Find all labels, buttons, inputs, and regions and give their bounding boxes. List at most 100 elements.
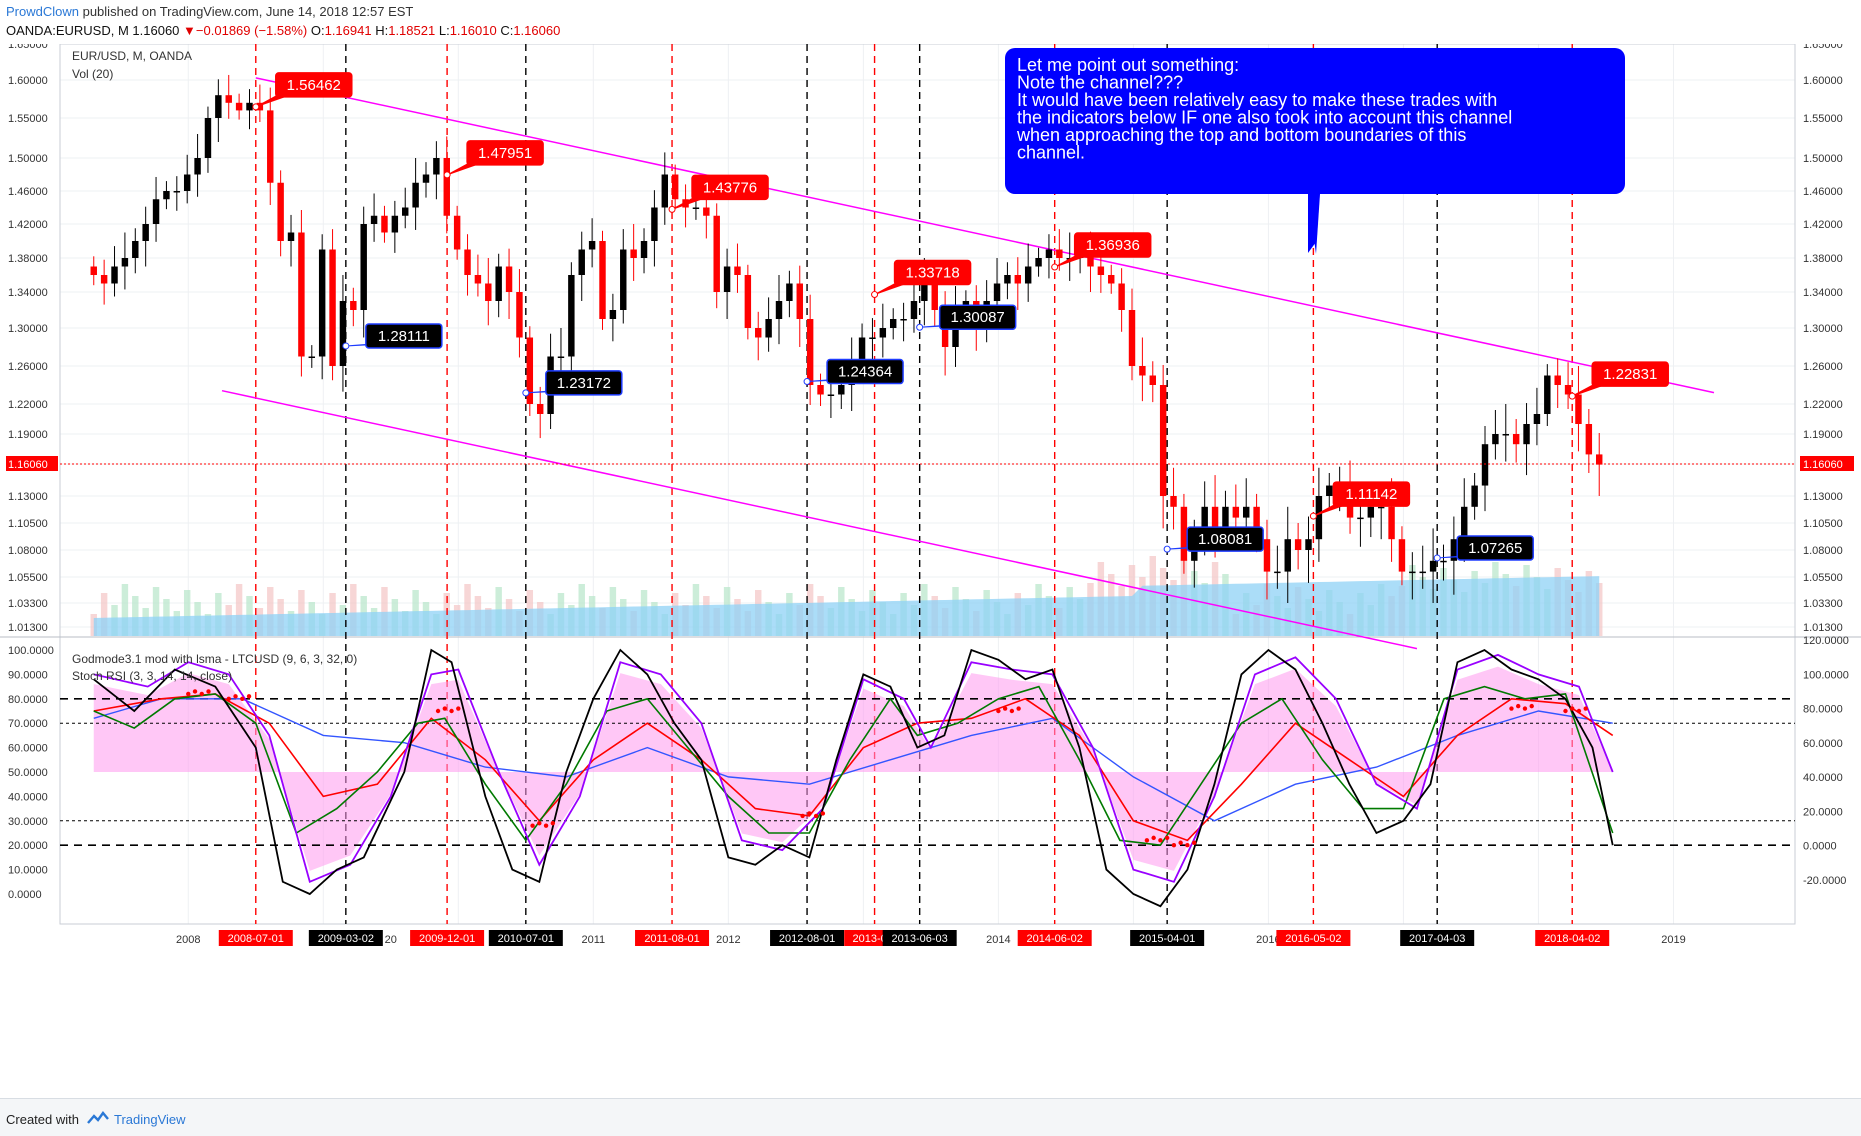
candle-body xyxy=(1087,249,1094,267)
price-chart[interactable]: 1.56462 1.28111 1.47951 1.23172 1.43776 1.243… xyxy=(0,44,1861,1098)
candle-body xyxy=(1429,560,1437,572)
candle-body xyxy=(495,266,502,301)
signal-dot xyxy=(226,696,231,701)
candle-body xyxy=(786,283,793,301)
candle-body xyxy=(287,232,295,241)
candle-body xyxy=(318,249,326,357)
tradingview-logo-icon xyxy=(87,1111,109,1124)
date-tag-bg xyxy=(218,930,293,946)
price-tick-label-left: 1.46000 xyxy=(8,186,48,198)
candle-body xyxy=(661,174,669,208)
candle-body xyxy=(391,215,399,233)
oscillator-tick-left: 20.0000 xyxy=(8,840,48,852)
candle-body xyxy=(1149,375,1156,385)
candle-body xyxy=(204,118,212,158)
chart-header: ProwdClown published on TradingView.com,… xyxy=(0,0,1861,44)
callout-box xyxy=(938,304,1017,330)
callout-box xyxy=(545,370,623,396)
date-tag-label: 2012-08-01 xyxy=(779,933,835,945)
candle-body xyxy=(152,199,160,224)
candle-body xyxy=(838,385,845,395)
candle-body xyxy=(1014,275,1022,284)
x-year-label: 2012 xyxy=(716,934,740,946)
ohlc-line: OANDA:EURUSD, M 1.16060 ▼−0.01869 (−1.58… xyxy=(6,23,560,38)
price-tick-label-left: 1.26000 xyxy=(8,361,48,373)
candle-body xyxy=(308,356,316,358)
annotation-bubble xyxy=(1005,48,1625,194)
x-year-label: 2011 xyxy=(581,934,605,946)
signal-dot xyxy=(192,689,198,694)
price-tick-label-left: 1.22000 xyxy=(8,399,48,411)
signal-dot xyxy=(1009,708,1015,714)
volume-ma-area xyxy=(93,576,1600,636)
candle-body xyxy=(90,266,97,275)
change-value: −0.01869 (−1.58%) xyxy=(195,23,308,38)
oscillator-tick-left: 90.0000 xyxy=(8,669,48,681)
candle-body xyxy=(755,328,762,338)
signal-dot xyxy=(233,694,238,699)
candle-body xyxy=(578,249,585,275)
candle-body xyxy=(609,310,617,319)
candle-body xyxy=(568,275,575,357)
callout-label: 1.08081 xyxy=(1198,531,1252,548)
candle-body xyxy=(173,191,181,193)
date-tag-label: 2014-06-02 xyxy=(1027,933,1083,945)
price-tick-label-left: 1.55000 xyxy=(8,113,48,125)
candle-body xyxy=(993,283,1001,301)
published-text: published on TradingView.com, June 14, 2… xyxy=(78,4,414,19)
signal-dot xyxy=(435,708,441,714)
author-link[interactable]: ProwdClown xyxy=(6,4,79,19)
callout-anchor-dot xyxy=(252,103,260,111)
price-tick-label-left: 1.38000 xyxy=(8,253,48,265)
date-tag-bg xyxy=(882,930,957,946)
signal-dot xyxy=(206,689,211,694)
oscillator-tick-right: -20.0000 xyxy=(1803,875,1846,887)
candle-body xyxy=(910,301,918,319)
signal-dot xyxy=(449,708,454,714)
candle-body xyxy=(1502,434,1509,436)
candle-body xyxy=(640,241,648,258)
tradingview-link[interactable]: TradingView xyxy=(114,1112,186,1127)
candle-body xyxy=(1419,571,1426,574)
annotation-line: Let me point out something: xyxy=(1017,55,1239,75)
oscillator-tick-right: 80.0000 xyxy=(1803,704,1843,716)
price-tick-label-right: 1.05500 xyxy=(1803,572,1843,584)
oscillator-tick-right: 60.0000 xyxy=(1803,738,1843,750)
candle-body xyxy=(1274,571,1281,574)
price-tick-label-left: 1.10500 xyxy=(8,518,48,530)
candle-body xyxy=(827,394,835,396)
signal-dot xyxy=(996,708,1001,714)
candle-body xyxy=(1481,444,1489,486)
price-tick-label-right: 1.42000 xyxy=(1803,219,1843,231)
candle-body xyxy=(1596,454,1603,465)
candle-body xyxy=(329,249,336,366)
candle-body xyxy=(194,158,201,175)
candle-body xyxy=(422,174,430,183)
callout-anchor-dot xyxy=(1051,263,1059,271)
callout-label: 1.36936 xyxy=(1086,237,1140,254)
candle-body xyxy=(1533,414,1541,424)
candle-body xyxy=(142,224,149,241)
date-tag-bg xyxy=(770,930,845,946)
callout-box xyxy=(365,323,443,349)
signal-dot xyxy=(1016,706,1021,711)
callout-label: 1.07265 xyxy=(1468,540,1522,557)
candle-body xyxy=(796,283,803,319)
signal-dot xyxy=(1563,708,1568,714)
open-label: O: xyxy=(310,23,325,38)
candle-body xyxy=(671,174,679,200)
signal-dot xyxy=(1158,838,1163,843)
oscillator-tick-left: 100.0000 xyxy=(8,645,54,657)
volume-bar xyxy=(100,593,108,636)
signal-dot xyxy=(1185,843,1190,848)
signal-dot xyxy=(1191,840,1197,845)
callout-anchor-dot xyxy=(916,323,924,331)
candle-body xyxy=(1222,506,1229,529)
candle-body xyxy=(599,241,606,319)
price-tick-label-left: 1.42000 xyxy=(8,219,48,231)
candle-body xyxy=(889,319,897,328)
price-tick-label-right: 1.19000 xyxy=(1803,429,1843,441)
callout-anchor-dot xyxy=(1568,392,1576,400)
chart-title: EUR/USD, M, OANDA xyxy=(72,49,192,63)
volume-bar xyxy=(132,596,139,636)
